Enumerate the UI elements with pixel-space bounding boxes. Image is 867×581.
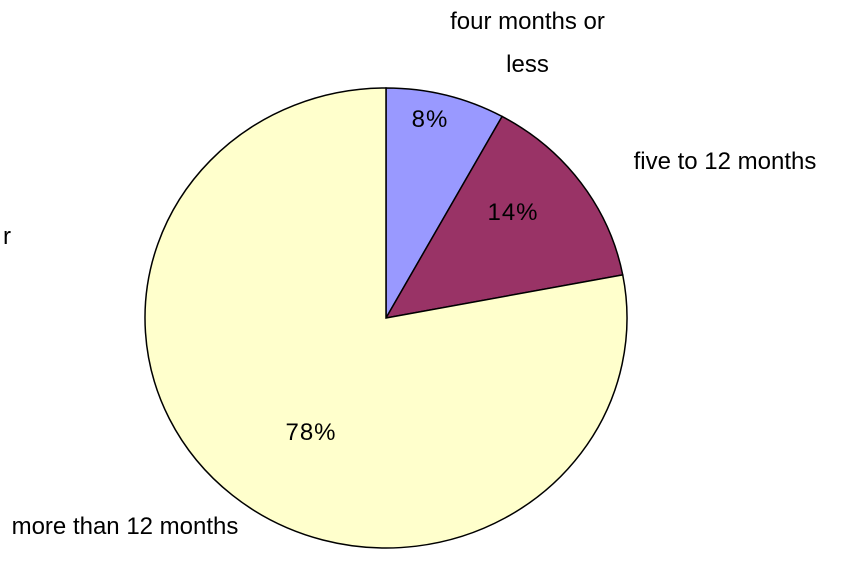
category-label: more than 12 months [11, 513, 239, 540]
data-label: 8% [411, 106, 449, 133]
annotation: r [3, 223, 11, 250]
category-label: four months or less [450, 8, 605, 78]
pie-slice [144, 87, 628, 549]
pie-slice [385, 87, 504, 321]
data-label: 78% [285, 419, 337, 446]
pie-slice [384, 115, 624, 320]
category-label: five to 12 months [633, 148, 817, 175]
data-label: 14% [487, 199, 539, 226]
